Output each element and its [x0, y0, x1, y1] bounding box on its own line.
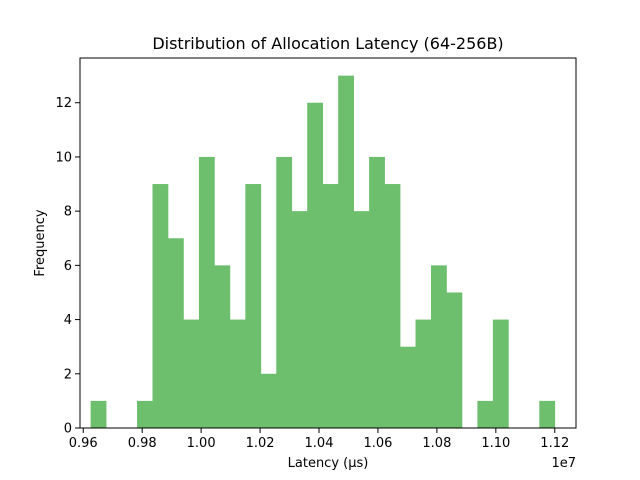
histogram-bar: [415, 319, 432, 428]
histogram-bar: [260, 373, 277, 428]
histogram-bar: [245, 184, 262, 428]
y-ticks-group: 0 2 4 6 8 10 12: [55, 96, 80, 437]
histogram-bar: [431, 265, 447, 428]
histogram-bar: [90, 400, 107, 428]
histogram-bar: [229, 319, 246, 428]
histogram-bar: [400, 346, 416, 428]
histogram-bar: [152, 184, 169, 428]
x-tick-label: 1.02: [246, 436, 275, 451]
x-tick-label: 1.04: [305, 436, 334, 451]
x-tick-label: 1.12: [540, 436, 569, 451]
y-tick-label: 10: [55, 150, 72, 165]
histogram-bar: [477, 400, 494, 428]
bars-group: [90, 75, 556, 429]
y-axis-label: Frequency: [33, 209, 48, 276]
x-tick-label: 0.98: [128, 436, 157, 451]
x-axis-offset-label: 1e7: [551, 456, 576, 471]
x-tick-label: 1.10: [481, 436, 510, 451]
histogram-bar: [446, 292, 463, 428]
histogram-bar: [338, 75, 354, 429]
plot-frame: [79, 57, 577, 429]
x-tick-label: 0.96: [69, 436, 98, 451]
y-tick-label: 8: [64, 205, 72, 220]
histogram-bar: [369, 156, 385, 428]
y-tick-label: 2: [64, 367, 72, 382]
x-ticks-group: 0.96 0.98 1.00 1.02 1.04 1.06 1.08 1.10 1.12: [69, 428, 569, 451]
histogram-bar: [539, 400, 556, 428]
x-tick-label: 1.08: [422, 436, 451, 451]
y-tick-label: 12: [55, 96, 72, 111]
histogram-bar: [167, 238, 184, 428]
histogram-bar: [322, 184, 339, 428]
x-tick-label: 1.06: [363, 436, 392, 451]
x-axis-label: Latency (µs): [288, 456, 369, 471]
y-tick-label: 4: [64, 313, 72, 328]
histogram-bar: [183, 319, 200, 428]
histogram-bar: [291, 211, 308, 428]
histogram-bar: [137, 400, 153, 428]
histogram-bar: [492, 319, 509, 428]
histogram-bar: [353, 211, 370, 428]
histogram-bar: [307, 102, 324, 428]
chart-title: Distribution of Allocation Latency (64-2…: [152, 34, 503, 53]
histogram-bar: [198, 156, 215, 428]
y-tick-label: 6: [64, 259, 72, 274]
x-tick-label: 1.00: [187, 436, 216, 451]
histogram-bar: [276, 156, 293, 428]
histogram-bar: [384, 184, 401, 428]
histogram-bar: [214, 265, 231, 428]
y-tick-label: 0: [64, 422, 72, 437]
